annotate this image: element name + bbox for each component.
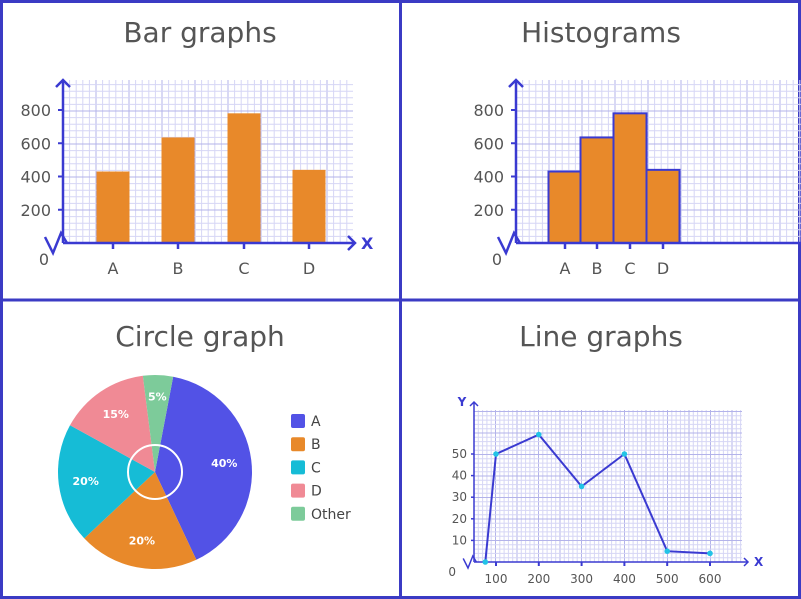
hist-y-tick-label: 800 — [473, 101, 504, 120]
hist-y-tick-label: 200 — [473, 201, 504, 220]
bar-x-tick-label: D — [303, 259, 315, 278]
line-point — [578, 483, 585, 490]
line-y-tick-label: 30 — [452, 490, 467, 504]
line-x-tick-label: 500 — [656, 572, 679, 586]
line-x-axis-letter: X — [754, 555, 764, 569]
bar-bar-a — [96, 171, 130, 243]
bar-x-tick-label: B — [173, 259, 184, 278]
bar-axis-break — [43, 230, 69, 257]
hist-y-tick-label: 400 — [473, 168, 504, 187]
pie-slice-label-a: 40% — [211, 457, 237, 470]
bar-x-axis-letter: X — [361, 234, 374, 253]
pie-slice-label-d: 15% — [103, 408, 129, 421]
bar-y-tick-label: 400 — [20, 168, 51, 187]
line-y-axis-arrow — [469, 400, 479, 407]
bar-bar-b — [161, 137, 195, 243]
bar-y-tick-label: 800 — [20, 101, 51, 120]
line-y-tick-label: 50 — [452, 447, 467, 461]
legend-swatch-other — [291, 506, 305, 521]
line-x-tick-label: 300 — [570, 572, 593, 586]
hist-y-tick-label: 600 — [473, 134, 504, 153]
legend-swatch-b — [291, 437, 305, 452]
hist-bar-b — [579, 136, 615, 244]
legend-swatch-d — [291, 483, 305, 498]
legend-label-c: C — [311, 460, 321, 476]
line-point — [493, 451, 499, 457]
line-point — [621, 451, 628, 457]
line-axis-break — [462, 554, 478, 570]
line-y-tick-label: 40 — [452, 469, 467, 483]
line-y-tick-label: 20 — [452, 512, 467, 526]
bar-x-tick-label: A — [108, 259, 119, 278]
line-point — [482, 559, 489, 565]
bar-origin-label: 0 — [39, 250, 49, 269]
circle-graph-title: Circle graph — [115, 320, 285, 353]
pie-slice-other — [142, 374, 174, 472]
line-point — [707, 550, 713, 557]
bar-bar-c — [227, 113, 261, 243]
line-grid — [473, 410, 742, 563]
line-x-tick-label: 600 — [699, 572, 722, 586]
pie-slice-a — [155, 376, 252, 560]
line-origin-label: 0 — [448, 565, 456, 579]
hist-bar-d — [645, 168, 681, 245]
pie-slice-label-c: 20% — [73, 475, 99, 488]
line-y-axis-letter: Y — [457, 395, 467, 409]
line-y-tick-label: 10 — [452, 533, 467, 547]
line-point — [664, 548, 670, 554]
bar-graph-title: Bar graphs — [123, 16, 277, 49]
bar-y-tick-label: 600 — [20, 134, 51, 153]
pie-slice-label-b: 20% — [129, 535, 155, 548]
bar-x-axis-arrow — [347, 235, 357, 251]
hist-y-axis-arrow — [508, 78, 524, 88]
hist-x-tick-label: A — [560, 259, 571, 278]
bar-y-tick-label: 200 — [20, 201, 51, 220]
pie-center-ring — [127, 444, 183, 500]
legend-label-a: A — [311, 414, 321, 430]
pie-slice-d — [69, 375, 155, 472]
line-x-tick-label: 200 — [527, 572, 550, 586]
hist-origin-label: 0 — [492, 250, 502, 269]
bar-bar-d — [292, 169, 326, 243]
legend-swatch-a — [291, 414, 305, 428]
line-point — [536, 431, 542, 438]
legend-swatch-c — [291, 460, 305, 475]
pie-slice-c — [58, 425, 155, 539]
pie-slice-label-other: 5% — [148, 390, 167, 403]
legend-label-b: B — [311, 437, 321, 453]
bar-x-tick-label: C — [238, 259, 249, 278]
pie-slice-b — [84, 472, 197, 569]
legend-label-d: D — [311, 484, 322, 500]
hist-axis-break — [496, 230, 522, 257]
line-x-tick-label: 400 — [613, 572, 636, 586]
bar-y-axis-arrow — [55, 78, 71, 88]
line-x-tick-label: 100 — [485, 572, 508, 586]
histogram-title: Histograms — [521, 16, 681, 49]
line-x-axis-arrow — [743, 557, 750, 567]
line-graph-title: Line graphs — [519, 320, 683, 353]
hist-x-tick-label: B — [592, 259, 603, 278]
hist-x-tick-label: D — [657, 259, 669, 278]
hist-x-tick-label: C — [624, 259, 635, 278]
legend-label-other: Other — [311, 507, 351, 523]
